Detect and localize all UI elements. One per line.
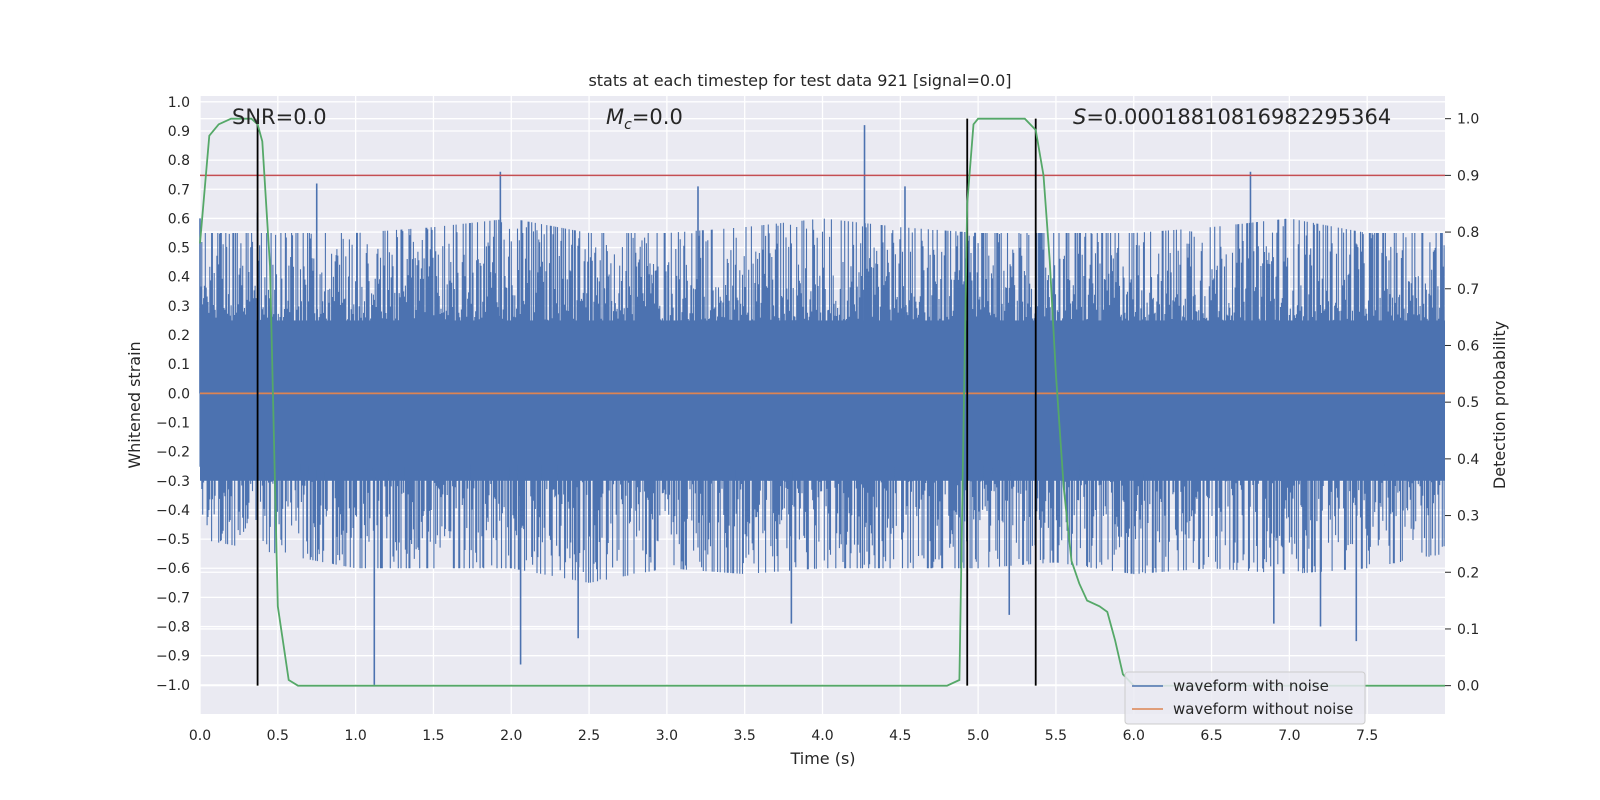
x-tick-label: 6.5 [1200, 728, 1222, 744]
left-y-tick-label: −0.3 [156, 474, 190, 490]
left-y-axis-label: Whitened strain [125, 341, 144, 468]
chirp-mass-annotation: Mc=0.0 [606, 105, 683, 133]
right-y-tick-label: 0.6 [1457, 338, 1479, 354]
overlay-series [199, 117, 1445, 687]
s-statistic-value: =0.00018810816982295364 [1086, 105, 1391, 129]
right-y-tick-label: 1.0 [1457, 112, 1479, 128]
x-tick-label: 2.5 [578, 728, 600, 744]
right-y-tick-label: 0.1 [1457, 622, 1479, 638]
legend-clean-label: waveform without noise [1173, 700, 1353, 718]
x-axis-label: Time (s) [789, 749, 855, 768]
right-y-tick-label: 0.3 [1457, 509, 1479, 525]
legend-box [1124, 671, 1366, 725]
left-y-tick-label: −0.2 [156, 445, 190, 461]
x-tick-label: 0.5 [267, 728, 289, 744]
left-y-tick-label: 0.5 [168, 241, 190, 257]
x-tick-label: 6.0 [1123, 728, 1145, 744]
x-tick-label: 7.0 [1278, 728, 1300, 744]
x-tick-label: 1.5 [422, 728, 444, 744]
left-y-tick-label: −0.4 [156, 503, 190, 519]
left-y-tick-label: −0.9 [156, 649, 190, 665]
left-y-tick-label: 0.7 [168, 182, 190, 198]
left-y-tick-label: −0.8 [156, 620, 190, 636]
left-y-tick-label: −1.0 [156, 678, 190, 694]
x-tick-label: 4.0 [811, 728, 833, 744]
right-y-tick-label: 0.2 [1457, 565, 1479, 581]
left-y-tick-label: 0.8 [168, 153, 190, 169]
right-y-tick-label: 0.0 [1457, 679, 1479, 695]
left-y-tick-label: −0.1 [156, 415, 190, 431]
left-y-tick-label: 0.9 [168, 124, 190, 140]
right-y-axis-label: Detection probability [1490, 321, 1509, 489]
left-y-tick-label: 0.1 [168, 357, 190, 373]
chirp-mass-subscript: c [624, 117, 632, 133]
chirp-mass-symbol: M [606, 105, 624, 129]
left-y-tick-label: 0.0 [168, 386, 190, 402]
left-y-tick-label: −0.6 [156, 561, 190, 577]
s-statistic-annotation: S=0.00018810816982295364 [1073, 105, 1391, 129]
right-y-axis-ticks: 1.0 0.9 0.8 0.7 0.6 0.5 0.4 0.3 0.2 0.1 0.0 [1445, 112, 1479, 695]
s-statistic-symbol: S [1073, 105, 1086, 129]
x-tick-label: 3.5 [734, 728, 756, 744]
detection-probability-line [199, 117, 1445, 687]
legend-noise-label: waveform with noise [1173, 677, 1329, 695]
right-y-tick-label: 0.4 [1457, 452, 1479, 468]
left-y-tick-label: 1.0 [168, 95, 190, 111]
left-y-tick-label: 0.6 [168, 211, 190, 227]
x-tick-label: 7.5 [1356, 728, 1378, 744]
x-axis-ticks: 0.0 0.5 1.0 1.5 2.0 2.5 3.0 3.5 4.0 4.5 5.0 5.5 6.0 6… [189, 728, 1378, 744]
right-y-tick-label: 0.5 [1457, 395, 1479, 411]
left-y-tick-label: 0.2 [168, 328, 190, 344]
left-y-tick-label: 0.3 [168, 299, 190, 315]
chirp-mass-value: =0.0 [632, 105, 683, 129]
snr-annotation: SNR=0.0 [232, 105, 327, 129]
x-tick-label: 1.0 [344, 728, 366, 744]
noisy-waveform-series [199, 125, 1445, 685]
left-y-tick-label: −0.7 [156, 590, 190, 606]
x-tick-label: 5.0 [967, 728, 989, 744]
x-tick-label: 0.0 [189, 728, 211, 744]
legend: waveform with noise waveform without noi… [1124, 671, 1366, 725]
x-tick-label: 2.0 [500, 728, 522, 744]
x-tick-label: 5.5 [1045, 728, 1067, 744]
left-y-tick-label: 0.4 [168, 270, 190, 286]
x-tick-label: 4.5 [889, 728, 911, 744]
right-y-tick-label: 0.8 [1457, 225, 1479, 241]
left-y-tick-label: −0.5 [156, 532, 190, 548]
left-y-axis-ticks: 1.0 0.9 0.8 0.7 0.6 0.5 0.4 0.3 0.2 0.1 0.0 −0.1 −0.… [156, 95, 190, 694]
right-y-tick-label: 0.7 [1457, 282, 1479, 298]
x-tick-label: 3.0 [656, 728, 678, 744]
chart-title: stats at each timestep for test data 921… [588, 71, 1011, 90]
right-y-tick-label: 0.9 [1457, 168, 1479, 184]
